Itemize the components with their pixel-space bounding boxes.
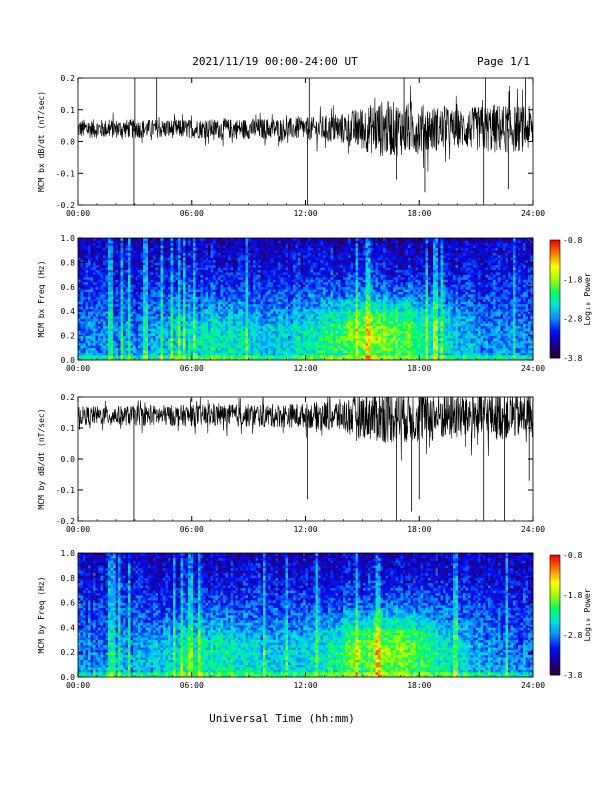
y-tick-label: 0.6 <box>61 599 76 608</box>
colorbar: -0.8 -1.8 -2.8 -3.8 Log₁₀ Power <box>549 551 592 680</box>
colorbar-tick-label: -2.8 <box>563 631 582 640</box>
colorbar-tick-label: -3.8 <box>563 671 582 680</box>
trace-series <box>78 85 533 172</box>
y-tick-label: 0.2 <box>61 74 76 83</box>
colorbar-tick-label: -0.8 <box>563 551 582 560</box>
x-tick-label: 18:00 <box>407 525 431 534</box>
colorbar-tick-label: -3.8 <box>563 354 582 363</box>
x-tick-label: 00:00 <box>66 681 90 690</box>
y-tick-label: 0.1 <box>61 424 76 433</box>
colorbar-tick-label: -0.8 <box>563 236 582 245</box>
panel-2: -0.8 -1.8 -2.8 -3.8 Log₁₀ Power 00:00 06:00 12:… <box>37 234 592 373</box>
x-tick-label: 24:00 <box>521 525 545 534</box>
x-tick-label: 06:00 <box>180 364 204 373</box>
x-tick-label: 24:00 <box>521 364 545 373</box>
y-tick-label: -0.1 <box>56 486 75 495</box>
x-tick-label: 24:00 <box>521 681 545 690</box>
plot-frame <box>77 77 534 206</box>
y-tick-label: 0.1 <box>61 106 76 115</box>
y-tick-label: 0.2 <box>61 648 76 657</box>
colorbar-tick-label: -1.8 <box>563 275 582 284</box>
colorbar: -0.8 -1.8 -2.8 -3.8 Log₁₀ Power <box>549 236 592 363</box>
x-tick-label: 12:00 <box>293 209 317 218</box>
y-tick-label: 0.0 <box>61 356 76 365</box>
y-tick-label: 1.0 <box>61 234 76 243</box>
x-tick-label: 18:00 <box>407 209 431 218</box>
colorbar-frame <box>549 239 561 359</box>
x-tick-label: 00:00 <box>66 364 90 373</box>
y-tick-label: 0.0 <box>61 455 76 464</box>
x-tick-label: 12:00 <box>293 681 317 690</box>
x-tick-label: 06:00 <box>180 681 204 690</box>
figure-title: 2021/11/19 00:00-24:00 UT <box>192 55 358 68</box>
y-tick-label: -0.2 <box>56 201 75 210</box>
panel-1: 00:00 06:00 12:00 18:00 24:00 0.2 0.1 0.0 -0.1 -0… <box>37 74 545 218</box>
x-tick-label: 00:00 <box>66 525 90 534</box>
colorbar-tick-label: -1.8 <box>563 591 582 600</box>
panel-4: -0.8 -1.8 -2.8 -3.8 Log₁₀ Power 00:00 06:00 12:… <box>37 549 592 690</box>
x-tick-label: 18:00 <box>407 681 431 690</box>
y-tick-label: 0.2 <box>61 393 76 402</box>
y-axis-label: MCM by Freq (Hz) <box>37 576 46 653</box>
y-tick-label: 0.0 <box>61 138 76 147</box>
colorbar-frame <box>549 554 561 676</box>
y-tick-label: 0.2 <box>61 332 76 341</box>
y-tick-label: -0.2 <box>56 517 75 526</box>
y-axis-label: MCM by dB/dt (nT/sec) <box>37 408 46 509</box>
panel-3: 00:00 06:00 12:00 18:00 24:00 0.2 0.1 0.0 -0.1 -0… <box>37 393 545 534</box>
colorbar-label: Log₁₀ Power <box>583 272 592 325</box>
colorbar-label: Log₁₀ Power <box>583 588 592 641</box>
x-tick-label: 06:00 <box>180 525 204 534</box>
x-tick-label: 18:00 <box>407 364 431 373</box>
x-tick-label: 12:00 <box>293 525 317 534</box>
x-tick-label: 06:00 <box>180 209 204 218</box>
x-tick-label: 24:00 <box>521 209 545 218</box>
y-tick-label: 0.4 <box>61 623 76 632</box>
x-tick-label: 12:00 <box>293 364 317 373</box>
page-indicator: Page 1/1 <box>477 55 530 68</box>
trace-series <box>78 397 533 461</box>
y-tick-label: 1.0 <box>61 549 76 558</box>
x-axis-label: Universal Time (hh:mm) <box>209 712 355 725</box>
spectrogram-cells <box>78 553 534 678</box>
y-tick-label: 0.4 <box>61 307 76 316</box>
y-tick-label: 0.8 <box>61 258 76 267</box>
y-tick-label: 0.8 <box>61 574 76 583</box>
x-tick-label: 00:00 <box>66 209 90 218</box>
y-tick-label: -0.1 <box>56 169 75 178</box>
y-axis-label: MCM bx Freq (Hz) <box>37 260 46 337</box>
y-axis-label: MCM bx dB/dt (nT/sec) <box>37 91 46 192</box>
colorbar-tick-label: -2.8 <box>563 315 582 324</box>
y-tick-label: 0.0 <box>61 673 76 682</box>
y-tick-label: 0.6 <box>61 283 76 292</box>
spectrogram-cells <box>78 238 534 361</box>
